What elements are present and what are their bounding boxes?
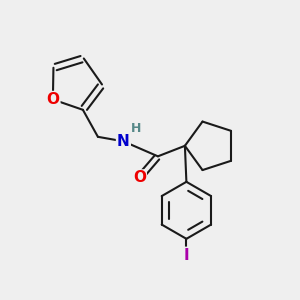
Text: O: O — [133, 170, 146, 185]
Text: N: N — [117, 134, 130, 149]
Text: H: H — [131, 122, 141, 135]
Text: I: I — [184, 248, 189, 263]
Text: O: O — [46, 92, 59, 107]
